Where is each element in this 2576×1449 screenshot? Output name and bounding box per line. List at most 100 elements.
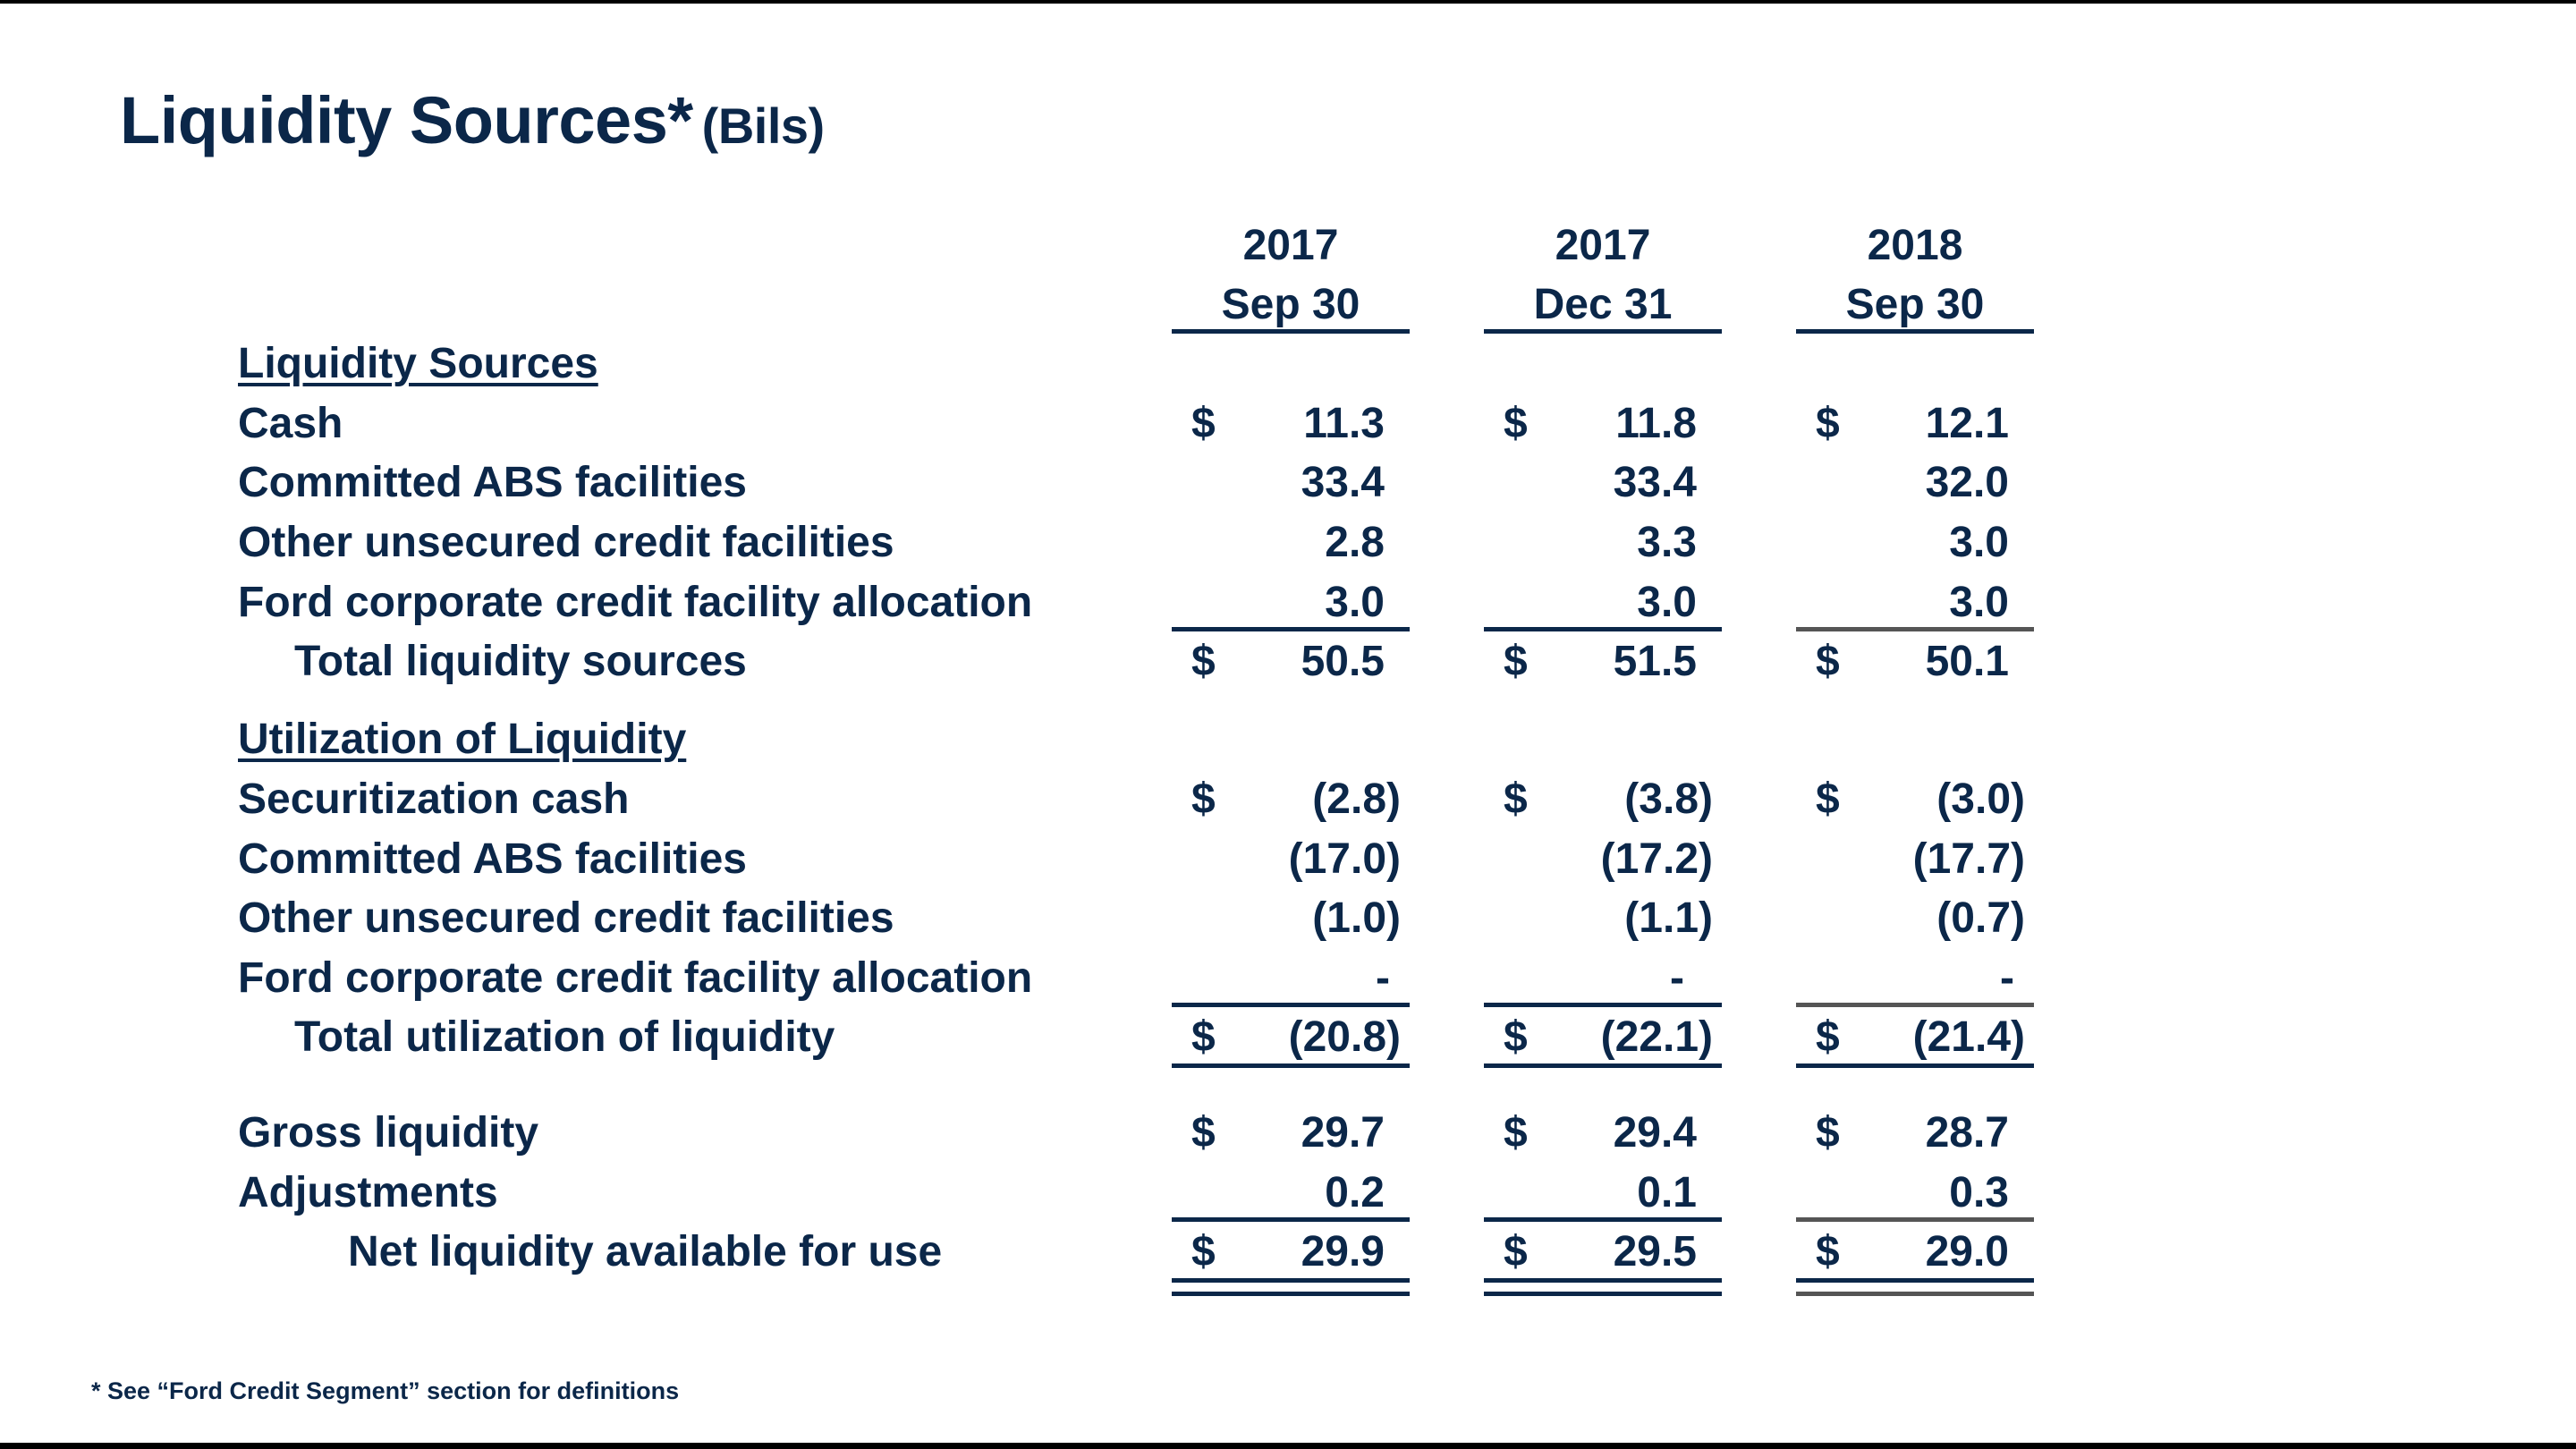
- value-cell: 33.4: [1172, 453, 1410, 513]
- value: 2.8: [1325, 519, 1385, 566]
- dollar-sign: $: [1191, 775, 1216, 823]
- title-units: (Bils): [701, 97, 826, 154]
- section-header-sources: Liquidity Sources: [0, 335, 2576, 394]
- table-row-cash: Cash $11.3 $11.8 $12.1: [0, 394, 2576, 453]
- value: 3.0: [1637, 579, 1697, 626]
- dollar-sign: $: [1504, 1013, 1528, 1061]
- table-row-gross-liquidity: Gross liquidity $29.7 $29.4 $28.7: [0, 1104, 2576, 1163]
- double-rule-top: [1796, 1278, 2034, 1283]
- dollar-sign: $: [1191, 1013, 1216, 1061]
- value: 28.7: [1925, 1109, 2009, 1157]
- value: 29.7: [1301, 1109, 1385, 1157]
- value-cell: -: [1484, 949, 1722, 1008]
- row-label: Other unsecured credit facilities: [238, 894, 894, 942]
- row-label: Net liquidity available for use: [348, 1228, 943, 1275]
- double-rule-bottom: [1796, 1292, 2034, 1296]
- value: 33.4: [1613, 459, 1697, 506]
- row-label: Adjustments: [238, 1169, 498, 1216]
- value: 29.5: [1613, 1228, 1697, 1275]
- dollar-sign: $: [1191, 400, 1216, 447]
- value-cell: 3.0: [1484, 573, 1722, 632]
- row-label: Committed ABS facilities: [238, 835, 747, 883]
- table-row-securitization-cash: Securitization cash $ (2.8) $ (3.8) $ (3.0): [0, 770, 2576, 829]
- value-cell: -: [1172, 949, 1410, 1008]
- value: 0.2: [1325, 1169, 1385, 1216]
- value-cell: $50.5: [1172, 632, 1410, 691]
- value: (21.4): [1912, 1013, 2025, 1061]
- header-rule: [1172, 329, 1410, 334]
- top-border: [0, 0, 2576, 4]
- value-cell: $ (3.0): [1796, 770, 2034, 829]
- dollar-sign: $: [1191, 638, 1216, 685]
- table-row-committed-abs: Committed ABS facilities 33.4 33.4 32.0: [0, 453, 2576, 513]
- dollar-sign: $: [1816, 1109, 1840, 1157]
- dollar-sign: $: [1504, 1109, 1528, 1157]
- value-cell: 0.3: [1796, 1164, 2034, 1223]
- header-rule: [1796, 329, 2034, 334]
- col-2-year: 2018: [1867, 222, 1963, 269]
- value: 33.4: [1301, 459, 1385, 506]
- section-label: Liquidity Sources: [238, 340, 598, 387]
- value-cell: $51.5: [1484, 632, 1722, 691]
- row-label: Other unsecured credit facilities: [238, 519, 894, 566]
- row-label: Securitization cash: [238, 775, 630, 823]
- value: 3.3: [1637, 519, 1697, 566]
- value-cell: 3.0: [1796, 573, 2034, 632]
- table-row-util-ford-corporate: Ford corporate credit facility allocatio…: [0, 949, 2576, 1008]
- value: 11.8: [1615, 400, 1697, 447]
- row-label: Gross liquidity: [238, 1109, 539, 1157]
- value-cell: (17.2): [1484, 830, 1722, 889]
- value-cell: (0.7): [1796, 889, 2034, 948]
- value-cell: $29.0: [1796, 1223, 2034, 1282]
- row-label: Total liquidity sources: [294, 638, 747, 685]
- subtotal-rule: [1484, 1003, 1722, 1007]
- value-cell: 0.2: [1172, 1164, 1410, 1223]
- table-row-adjustments: Adjustments 0.2 0.1 0.3: [0, 1164, 2576, 1223]
- table-row-ford-corporate: Ford corporate credit facility allocatio…: [0, 573, 2576, 632]
- value-cell: 2.8: [1172, 513, 1410, 572]
- dollar-sign: $: [1816, 638, 1840, 685]
- table-row-other-unsecured: Other unsecured credit facilities 2.8 3.…: [0, 513, 2576, 572]
- value-cell: $11.3: [1172, 394, 1410, 453]
- value-cell: $28.7: [1796, 1104, 2034, 1163]
- row-label: Ford corporate credit facility allocatio…: [238, 579, 1033, 626]
- value: (17.2): [1600, 835, 1713, 883]
- value: (22.1): [1600, 1013, 1713, 1061]
- value-cell: $29.7: [1172, 1104, 1410, 1163]
- dollar-sign: $: [1816, 1013, 1840, 1061]
- subtotal-rule: [1172, 1217, 1410, 1222]
- row-label: Cash: [238, 400, 343, 447]
- dollar-sign: $: [1504, 400, 1528, 447]
- value-cell: $12.1: [1796, 394, 2034, 453]
- value-cell: $29.4: [1484, 1104, 1722, 1163]
- dollar-sign: $: [1504, 1228, 1528, 1275]
- value-cell: 32.0: [1796, 453, 2034, 513]
- value: (17.7): [1912, 835, 2025, 883]
- value-cell: $ (21.4): [1796, 1008, 2034, 1067]
- row-label: Committed ABS facilities: [238, 459, 747, 506]
- col-1-date: Dec 31: [1533, 281, 1673, 328]
- col-0-year: 2017: [1242, 222, 1339, 269]
- dollar-sign: $: [1816, 400, 1840, 447]
- subtotal-rule: [1796, 1217, 2034, 1222]
- double-rule-bottom: [1484, 1292, 1722, 1296]
- subtotal-rule: [1172, 627, 1410, 631]
- dollar-sign: $: [1816, 775, 1840, 823]
- value-cell: 3.0: [1172, 573, 1410, 632]
- header-rule: [1484, 329, 1722, 334]
- double-rule-top: [1172, 1278, 1410, 1283]
- dollar-sign: $: [1504, 638, 1528, 685]
- value: 12.1: [1925, 400, 2009, 447]
- row-label: Total utilization of liquidity: [294, 1013, 835, 1061]
- table-row-util-committed-abs: Committed ABS facilities (17.0) (17.2) (…: [0, 830, 2576, 889]
- value: 32.0: [1925, 459, 2009, 506]
- value-cell: (1.1): [1484, 889, 1722, 948]
- value: (2.8): [1312, 775, 1401, 823]
- section-label: Utilization of Liquidity: [238, 716, 687, 763]
- table-row-util-other-unsecured: Other unsecured credit facilities (1.0) …: [0, 889, 2576, 948]
- section-header-utilization: Utilization of Liquidity: [0, 710, 2576, 769]
- value-cell: $29.9: [1172, 1223, 1410, 1282]
- dollar-sign: $: [1504, 775, 1528, 823]
- value: (17.0): [1288, 835, 1401, 883]
- col-0-date: Sep 30: [1221, 281, 1360, 328]
